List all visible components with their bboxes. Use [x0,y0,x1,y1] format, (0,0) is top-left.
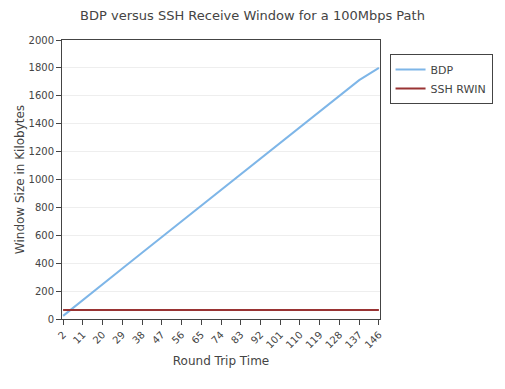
svg-text:92: 92 [249,329,266,346]
svg-text:1800: 1800 [29,62,54,73]
svg-text:400: 400 [35,258,54,269]
svg-text:1000: 1000 [29,174,54,185]
svg-text:2: 2 [56,329,68,341]
svg-text:146: 146 [363,329,384,350]
svg-text:20: 20 [91,329,108,346]
svg-text:BDP versus SSH Receive Window: BDP versus SSH Receive Window for a 100M… [80,8,425,23]
svg-text:SSH RWIN: SSH RWIN [431,83,486,96]
svg-text:74: 74 [209,329,226,346]
svg-text:137: 137 [343,329,364,350]
svg-text:119: 119 [303,329,324,350]
svg-text:128: 128 [323,329,344,350]
svg-text:101: 101 [264,329,285,350]
svg-text:1200: 1200 [29,146,54,157]
svg-text:2000: 2000 [29,35,54,46]
svg-text:Window Size in Kilobytes: Window Size in Kilobytes [13,105,27,254]
svg-text:56: 56 [170,329,187,346]
svg-text:BDP: BDP [431,64,454,77]
svg-text:200: 200 [35,286,54,297]
svg-text:110: 110 [284,329,305,350]
svg-text:Round Trip Time: Round Trip Time [173,354,269,368]
svg-text:600: 600 [35,230,54,241]
svg-text:38: 38 [130,329,147,346]
svg-text:0: 0 [48,314,54,325]
svg-text:47: 47 [150,329,167,346]
svg-text:1600: 1600 [29,90,54,101]
svg-text:65: 65 [189,329,206,346]
svg-text:11: 11 [71,329,88,346]
svg-text:800: 800 [35,202,54,213]
svg-text:83: 83 [229,329,246,346]
svg-text:29: 29 [110,329,127,346]
svg-text:1400: 1400 [29,118,54,129]
